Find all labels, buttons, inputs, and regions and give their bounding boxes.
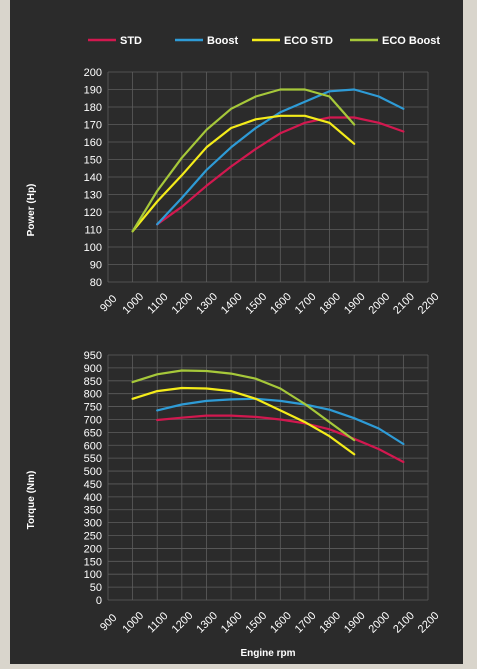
power-y-axis-label: Power (Hp) — [26, 184, 37, 237]
torque-y-tick-label-50: 50 — [90, 582, 102, 594]
torque-y-tick-label-750: 750 — [84, 402, 102, 414]
torque-y-tick-label-900: 900 — [84, 363, 102, 375]
power-y-tick-label-160: 160 — [84, 137, 102, 149]
power-x-tick-label-1400: 1400 — [219, 291, 245, 317]
power-x-tick-label-1700: 1700 — [293, 291, 319, 317]
power-y-tick-label-110: 110 — [84, 225, 102, 237]
power-series-line-eco-boost — [131, 88, 356, 233]
torque-x-tick-label-1900: 1900 — [342, 610, 368, 636]
power-y-tick-label-90: 90 — [90, 260, 102, 272]
torque-x-tick-label-1200: 1200 — [170, 610, 196, 636]
chart-panel: STD Boost ECO STD ECO Boost 80 90 100 110 120 13… — [10, 0, 463, 664]
torque-x-tick-label-1600: 1600 — [268, 610, 294, 636]
power-series-line-boost — [156, 88, 405, 226]
power-y-tick-label-80: 80 — [90, 277, 102, 289]
legend-label-boost: Boost — [207, 35, 239, 47]
torque-x-tick-label-900: 900 — [98, 612, 119, 633]
torque-x-axis-label: Engine rpm — [240, 648, 295, 659]
power-x-tick-label-1200: 1200 — [170, 291, 196, 317]
torque-y-tick-label-500: 500 — [84, 466, 102, 478]
power-y-tick-label-140: 140 — [84, 172, 102, 184]
power-x-tick-label-2000: 2000 — [367, 291, 393, 317]
torque-x-tick-label-1300: 1300 — [194, 610, 220, 636]
power-y-tick-label-190: 190 — [84, 85, 102, 97]
torque-y-tick-label-850: 850 — [84, 376, 102, 388]
torque-y-tick-label-350: 350 — [84, 505, 102, 517]
power-x-tick-label-1600: 1600 — [268, 291, 294, 317]
power-x-tick-label-1800: 1800 — [317, 291, 343, 317]
torque-series-line-boost — [156, 397, 405, 446]
power-y-tick-label-150: 150 — [84, 155, 102, 167]
power-y-tick-label-170: 170 — [84, 120, 102, 132]
legend: STD Boost ECO STD ECO Boost — [88, 35, 440, 47]
power-x-tick-label-2100: 2100 — [391, 291, 417, 317]
power-x-tick-label-1000: 1000 — [120, 291, 146, 317]
torque-y-tick-label-650: 650 — [84, 427, 102, 439]
power-y-tick-label-180: 180 — [84, 102, 102, 114]
torque-y-tick-label-300: 300 — [84, 518, 102, 530]
torque-y-tick-label-400: 400 — [84, 492, 102, 504]
power-y-tick-label-100: 100 — [84, 242, 102, 254]
torque-x-tick-label-1800: 1800 — [317, 610, 343, 636]
torque-series-line-eco-boost — [131, 369, 356, 442]
power-series-line-eco-std — [131, 114, 356, 233]
torque-y-tick-label-600: 600 — [84, 440, 102, 452]
torque-x-tick-label-2100: 2100 — [391, 610, 417, 636]
legend-label-std: STD — [120, 35, 142, 47]
torque-y-tick-label-450: 450 — [84, 479, 102, 491]
torque-x-tick-label-2000: 2000 — [367, 610, 393, 636]
torque-x-tick-label-1100: 1100 — [145, 610, 170, 635]
torque-x-tick-label-1000: 1000 — [120, 610, 146, 636]
legend-label-eco-std: ECO STD — [284, 35, 333, 47]
torque-y-tick-label-700: 700 — [84, 414, 102, 426]
power-y-tick-label-130: 130 — [84, 190, 102, 202]
torque-x-tick-label-1700: 1700 — [293, 610, 319, 636]
torque-x-tick-label-1500: 1500 — [244, 610, 270, 636]
legend-label-eco-boost: ECO Boost — [382, 35, 440, 47]
power-x-tick-label-2200: 2200 — [416, 291, 442, 317]
torque-series-line-eco-std — [131, 386, 356, 456]
power-x-tick-label-1900: 1900 — [342, 291, 368, 317]
torque-chart: 0501001502002503003504004505005506006507… — [26, 350, 442, 659]
power-y-tick-label-120: 120 — [84, 207, 102, 219]
torque-series-line-std — [156, 414, 405, 464]
torque-y-tick-label-150: 150 — [84, 556, 102, 568]
torque-x-tick-label-1400: 1400 — [219, 610, 245, 636]
torque-x-tick-label-2200: 2200 — [416, 610, 442, 636]
torque-y-tick-label-950: 950 — [84, 350, 102, 362]
left-margin-strip — [0, 0, 10, 664]
power-x-tick-label-1500: 1500 — [244, 291, 270, 317]
torque-y-tick-label-800: 800 — [84, 389, 102, 401]
engine-performance-charts: STD Boost ECO STD ECO Boost 80 90 100 110 120 13… — [26, 35, 442, 659]
power-y-tick-label-200: 200 — [84, 67, 102, 79]
torque-y-tick-label-200: 200 — [84, 543, 102, 555]
power-x-tick-label-900: 900 — [98, 293, 119, 314]
power-x-tick-label-1300: 1300 — [194, 291, 220, 317]
torque-y-tick-label-550: 550 — [84, 453, 102, 465]
power-series-line-std — [156, 116, 405, 226]
torque-y-axis-label: Torque (Nm) — [26, 471, 37, 530]
torque-y-tick-label-0: 0 — [96, 595, 102, 607]
power-chart: 80 90 100 110 120 130 140 150 160 170 180 190 200 900… — [26, 67, 442, 317]
torque-y-tick-label-250: 250 — [84, 531, 102, 543]
power-x-tick-label-1100: 1100 — [145, 291, 170, 316]
torque-y-tick-label-100: 100 — [84, 569, 102, 581]
